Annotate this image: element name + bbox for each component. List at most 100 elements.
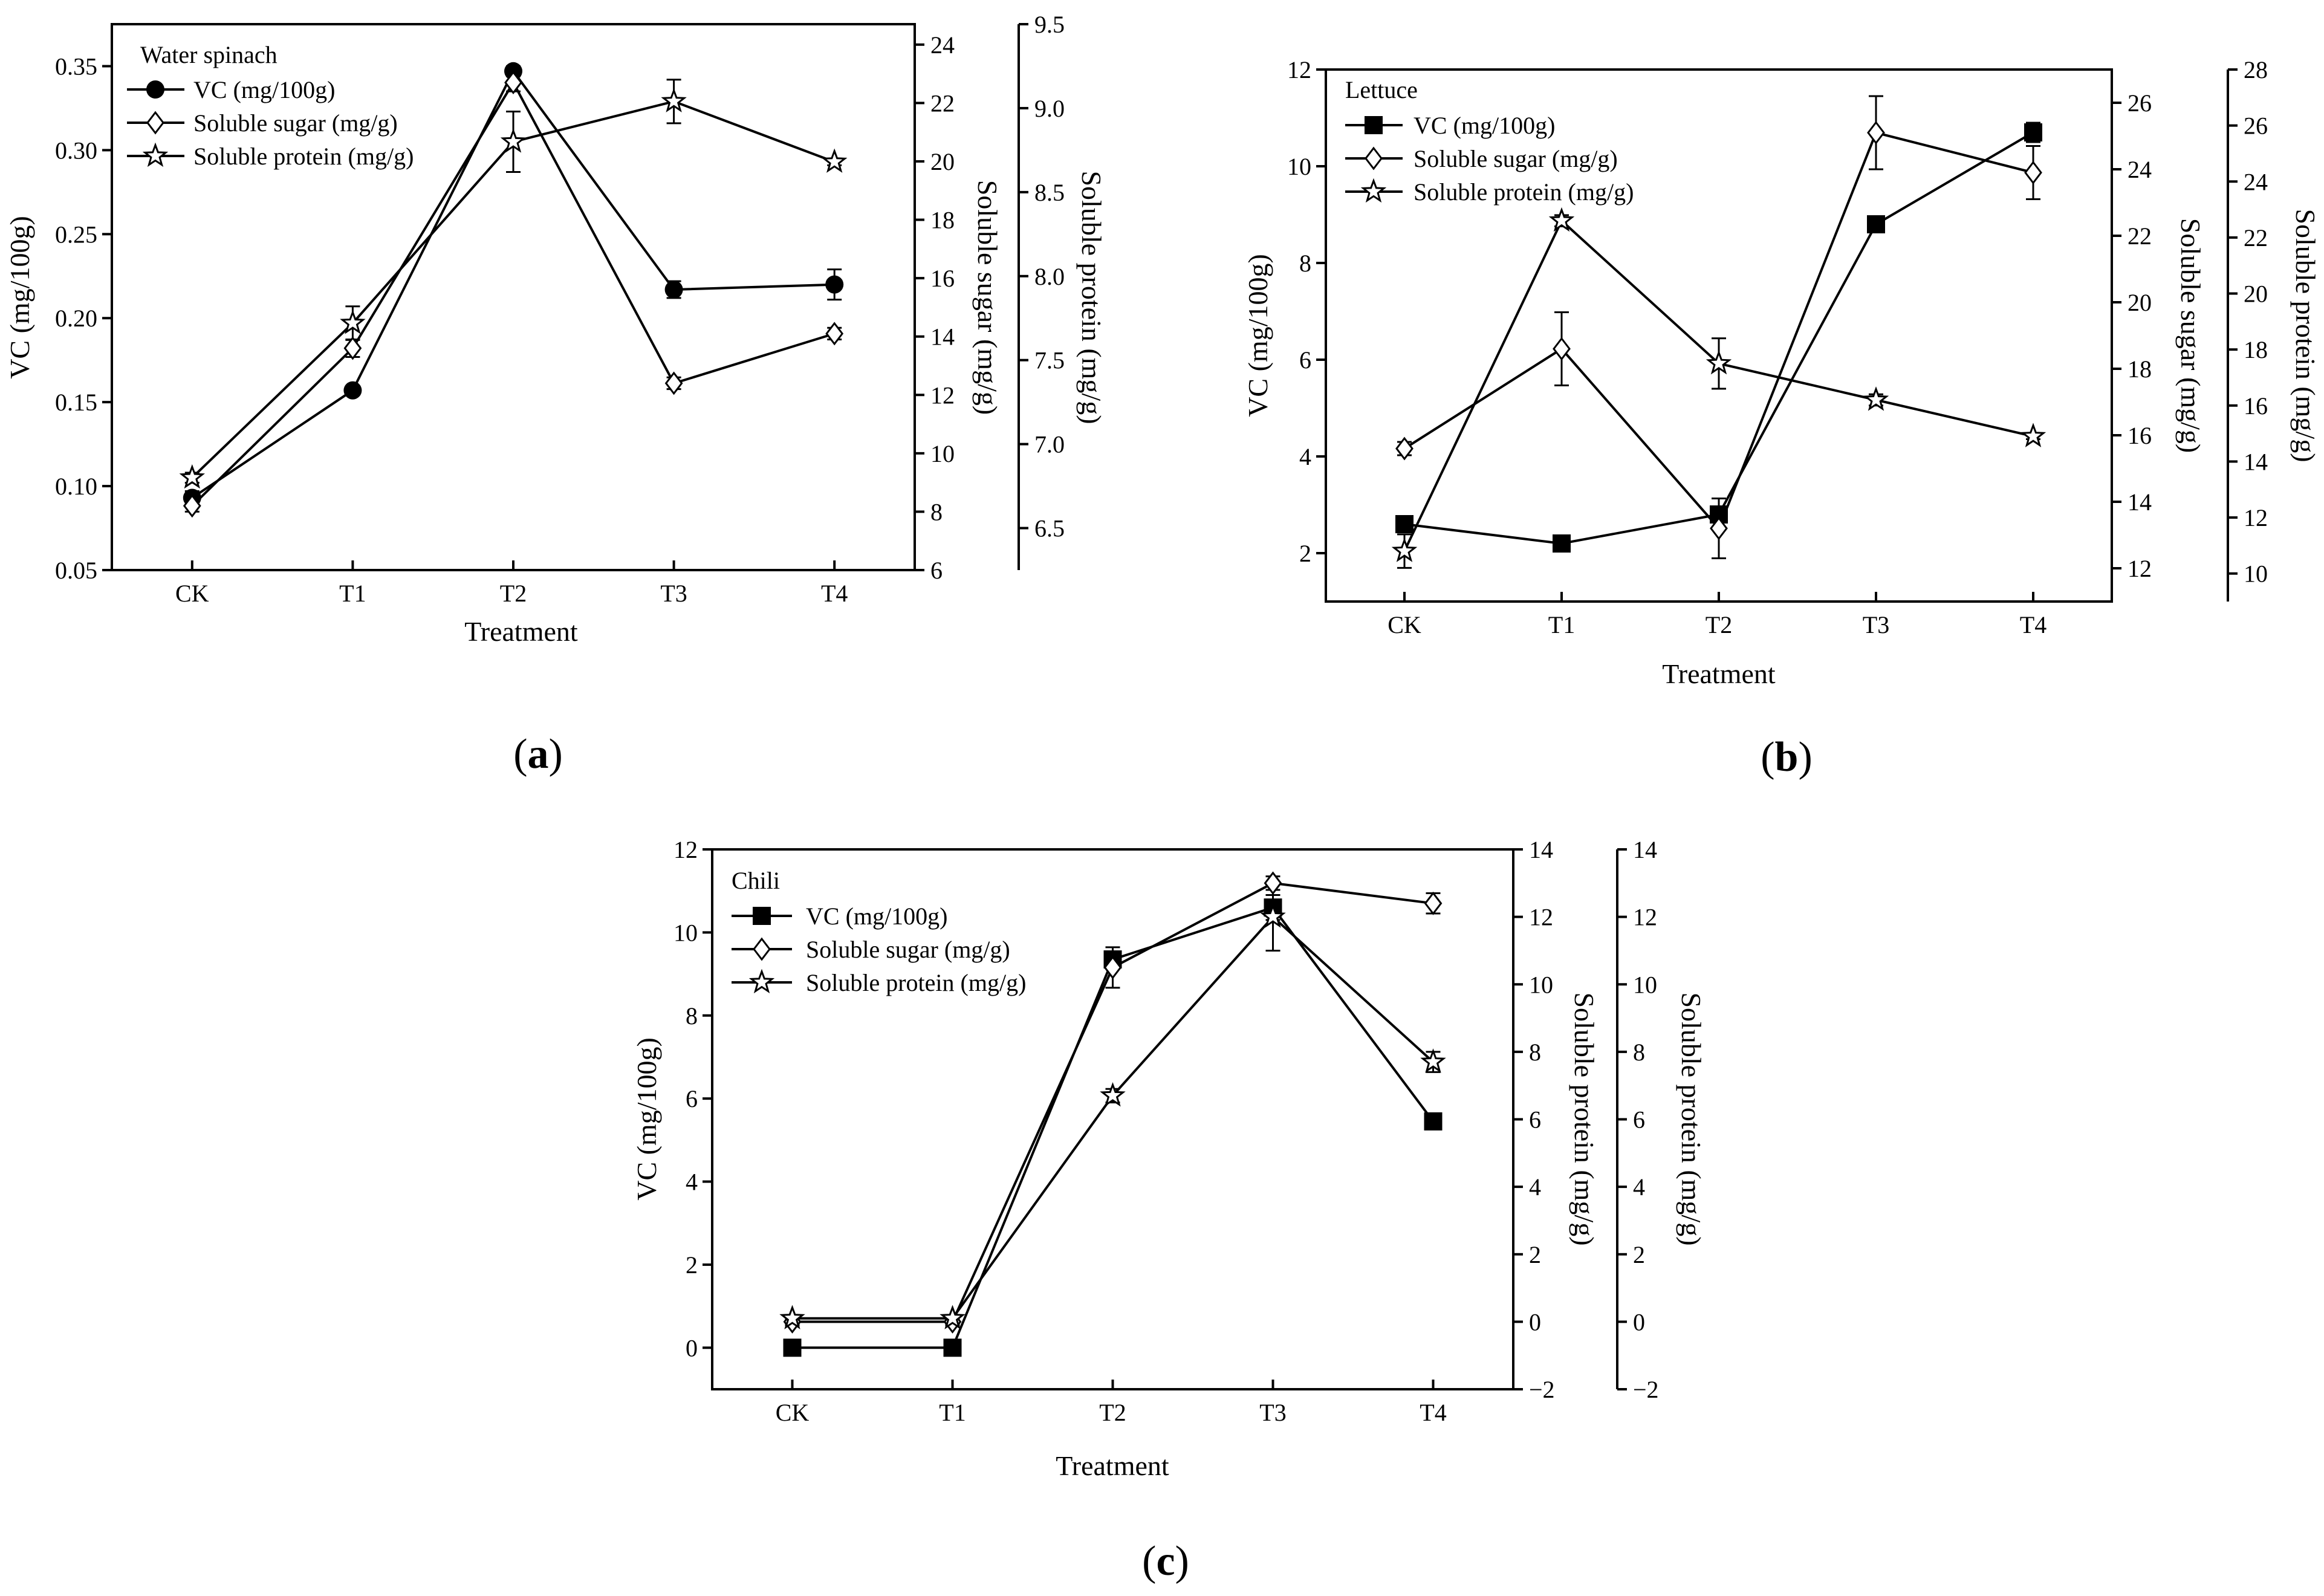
y-tick-label: 0: [686, 1334, 698, 1361]
y-tick-label: 8.0: [1034, 263, 1065, 290]
y-axis-label-left: VC (mg/100g): [4, 216, 35, 379]
y-tick-label: 9.5: [1034, 11, 1065, 38]
data-point-diamond: [183, 494, 201, 518]
data-point-diamond: [664, 371, 683, 395]
data-point-circle: [664, 280, 683, 299]
x-ticks: CK T1 T2 T3 T4: [776, 1380, 1447, 1426]
y-tick-label: 4: [1299, 443, 1311, 470]
axis-right2: 6.5 7.0 7.5 8.0 8.5 9.0 9.5: [1019, 11, 1065, 542]
y-tick-label: 14: [2244, 448, 2268, 475]
legend-marker-sugar: [1365, 146, 1383, 170]
panel-label-b-letter: b: [1775, 734, 1799, 780]
data-point-star: [340, 310, 366, 334]
y-tick-label: 8: [1633, 1039, 1645, 1066]
x-axis-label: Treatment: [464, 616, 578, 647]
y-tick-label: 22: [2128, 222, 2152, 250]
legend-label-vc: VC (mg/100g): [806, 903, 947, 930]
y-tick-label: 24: [930, 31, 955, 59]
series-layer: [779, 871, 1446, 1357]
data-point-star: [661, 88, 687, 112]
y-tick-label: 22: [930, 89, 955, 117]
y-tick-label: 7.5: [1034, 347, 1065, 374]
y-tick-label: 2: [1529, 1241, 1541, 1268]
axis-right: −2 0 2 4 6 8 10 12 14: [1513, 836, 1555, 1403]
data-point-star: [500, 128, 527, 153]
y-tick-label: 6: [1299, 346, 1311, 374]
legend-label-vc: VC (mg/100g): [193, 76, 335, 103]
y-tick-label: 18: [930, 207, 955, 234]
axis-left: 0 2 4 6 8 10 12: [674, 836, 712, 1361]
y-tick-label: 4: [686, 1169, 698, 1196]
data-point-square: [1395, 515, 1414, 533]
y-tick-label: 6: [1529, 1106, 1541, 1134]
y-tick-label: 18: [2128, 355, 2152, 383]
data-point-diamond: [504, 71, 522, 95]
data-point-diamond: [1867, 121, 1885, 144]
x-tick-label: CK: [1388, 611, 1421, 638]
data-point-star: [179, 464, 206, 489]
y-tick-label: 0.10: [55, 473, 97, 500]
x-tick-label: T4: [2020, 611, 2046, 638]
data-point-star: [940, 1305, 966, 1329]
legend-marker-circle: [146, 80, 164, 99]
y-tick-label: 6.5: [1034, 515, 1065, 542]
y-tick-label: 12: [2128, 555, 2152, 582]
y-tick-label: 10: [1633, 971, 1657, 998]
data-point-star: [1100, 1082, 1126, 1107]
x-tick-label: T2: [1706, 611, 1732, 638]
y-tick-label: 10: [674, 919, 698, 946]
y-tick-label: 14: [1529, 836, 1553, 863]
y-axis-label-left: VC (mg/100g): [631, 1037, 662, 1201]
data-point-star: [1706, 349, 1732, 375]
legend-marker-diamond: [1365, 146, 1383, 170]
y-tick-label: 20: [2244, 281, 2268, 308]
y-axis-label-right2: Soluble protein (mg/g): [1076, 170, 1107, 424]
legend-marker-protein: [748, 968, 775, 994]
y-tick-label: −2: [1633, 1376, 1659, 1403]
axis-right2: −2 0 2 4 6 8 10 12 14: [1617, 836, 1659, 1403]
data-point-diamond: [1424, 891, 1443, 915]
panel-label-a: (a): [513, 731, 563, 777]
legend-label-protein: Soluble protein (mg/g): [1414, 178, 1634, 206]
y-tick-label: 0: [1633, 1308, 1645, 1335]
x-tick-label: CK: [175, 580, 209, 607]
y-tick-label: 12: [930, 381, 955, 409]
panel-label-b: (b): [1761, 734, 1813, 780]
y-axis-label-right: Soluble sugar (mg/g): [972, 180, 1003, 415]
x-tick-label: T3: [1863, 611, 1889, 638]
legend: VC (mg/100g) Soluble sugar (mg/g) Solubl…: [1345, 112, 1634, 206]
legend-label-sugar: Soluble sugar (mg/g): [1414, 145, 1618, 172]
data-point-star: [779, 1305, 805, 1329]
panel-a: CK T1 T2 T3 T4 0.050.100.150.200.250.300.35 …: [4, 11, 1107, 777]
legend-marker-vc: [146, 80, 164, 99]
axis-right: 12 14 16 18 20 22 24 26: [2112, 89, 2152, 582]
x-tick-label: T4: [1420, 1399, 1446, 1426]
data-point-square: [1867, 215, 1885, 233]
legend-marker-vc: [1365, 116, 1383, 134]
y-tick-label: 2: [1299, 540, 1311, 567]
y-tick-label: 8.5: [1034, 179, 1065, 206]
data-point-square: [1424, 1112, 1443, 1130]
y-tick-label: 10: [1287, 153, 1311, 180]
x-tick-label: T3: [1259, 1399, 1286, 1426]
y-tick-label: 28: [2244, 56, 2268, 83]
y-tick-label: 12: [1287, 56, 1311, 83]
y-tick-label: 0: [1529, 1308, 1541, 1335]
data-point-square: [1553, 534, 1571, 553]
panel-label-a-letter: a: [528, 731, 549, 777]
data-point-star: [1420, 1048, 1446, 1073]
data-point-star: [2020, 423, 2046, 447]
legend-marker-sugar: [753, 937, 771, 961]
y-tick-label: 0.25: [55, 221, 97, 248]
data-point-square: [943, 1338, 962, 1357]
y-tick-label: 26: [2128, 89, 2152, 117]
y-tick-label: 10: [930, 440, 955, 467]
plot-frame: [111, 23, 916, 571]
data-point-star: [1863, 386, 1889, 411]
legend: VC (mg/100g) Soluble sugar (mg/g) Solubl…: [127, 76, 414, 170]
y-tick-label: 6: [1633, 1106, 1645, 1134]
y-tick-label: 0.30: [55, 137, 97, 164]
series-layer: [179, 62, 848, 518]
legend-marker-square: [1365, 116, 1383, 134]
